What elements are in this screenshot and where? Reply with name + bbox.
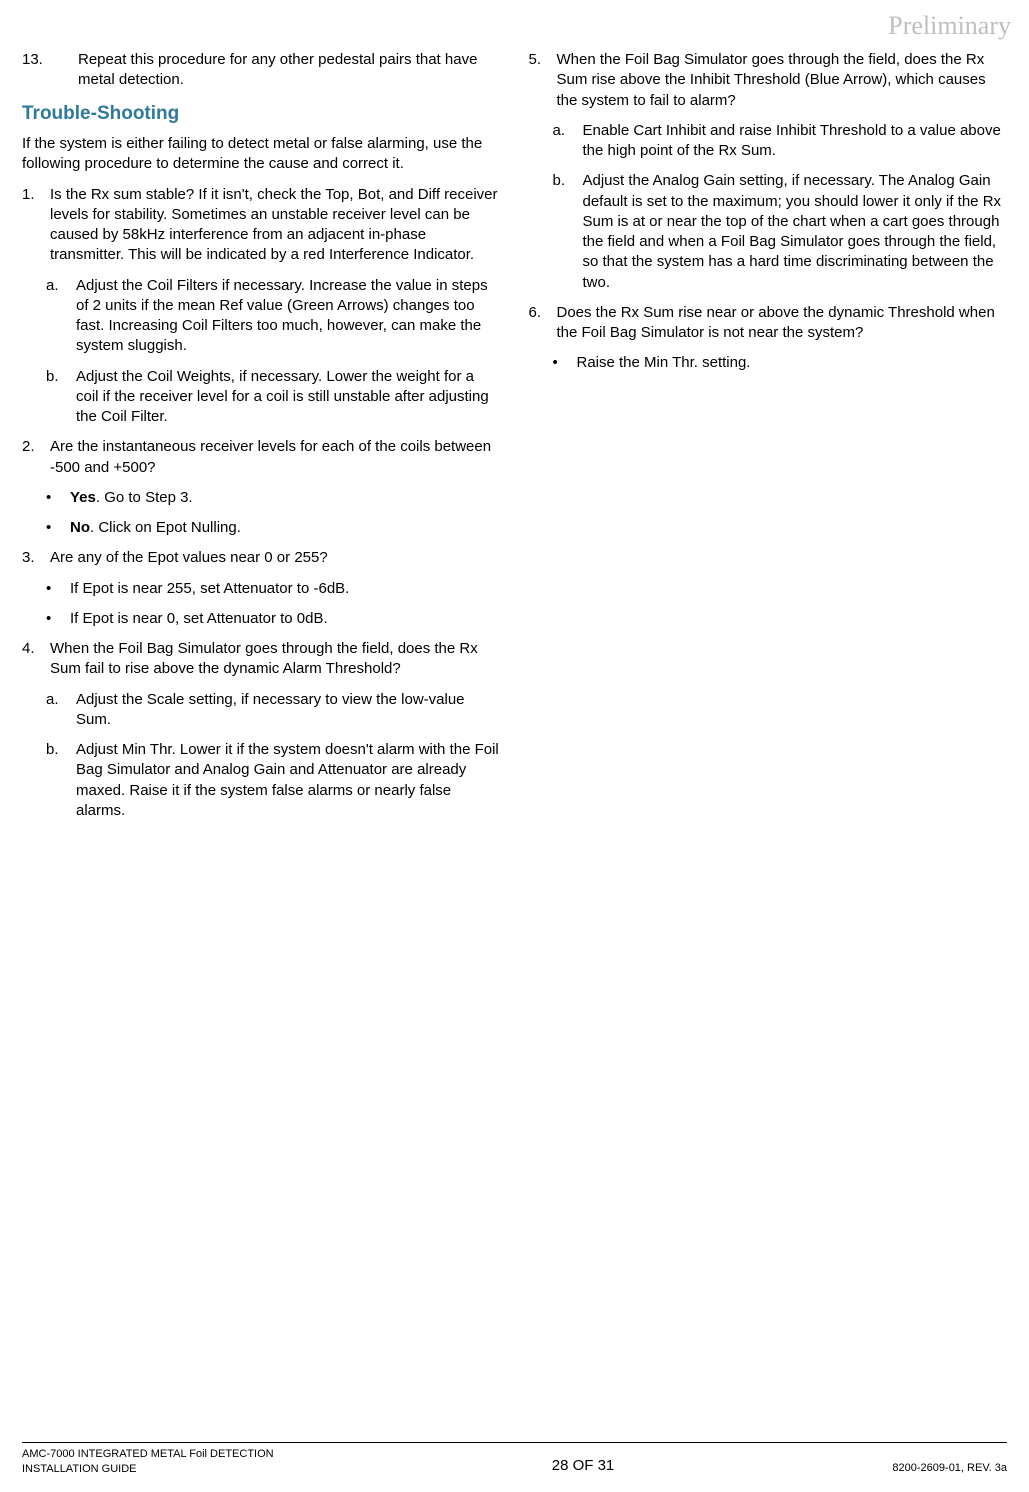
sub-marker: a. <box>46 690 64 731</box>
item-text: Repeat this procedure for any other pede… <box>78 50 501 91</box>
bullet-epot-255: • If Epot is near 255, set Attenuator to… <box>22 579 501 599</box>
item-text: Is the Rx sum stable? If it isn't, check… <box>50 185 501 266</box>
bullet-icon: • <box>553 353 563 373</box>
item-number: 3. <box>22 548 44 568</box>
footer-left: AMC-7000 INTEGRATED METAL Foil DETECTION… <box>22 1447 274 1476</box>
footer-doc-rev: 8200-2609-01, REV. 3a <box>892 1461 1007 1476</box>
sub-text: Adjust the Analog Gain setting, if neces… <box>583 171 1008 293</box>
bullet-raise-min-thr: • Raise the Min Thr. setting. <box>529 353 1008 373</box>
sub-text: Adjust the Coil Weights, if necessary. L… <box>76 367 501 428</box>
bullet-yes: • Yes. Go to Step 3. <box>22 488 501 508</box>
item-text: Does the Rx Sum rise near or above the d… <box>557 303 1008 344</box>
page-footer: AMC-7000 INTEGRATED METAL Foil DETECTION… <box>22 1442 1007 1476</box>
sub-text: Enable Cart Inhibit and raise Inhibit Th… <box>583 121 1008 162</box>
bullet-icon: • <box>46 609 56 629</box>
bullet-text: If Epot is near 0, set Attenuator to 0dB… <box>70 609 328 629</box>
bullet-icon: • <box>46 579 56 599</box>
sub-item-4a: a. Adjust the Scale setting, if necessar… <box>22 690 501 731</box>
sub-item-1b: b. Adjust the Coil Weights, if necessary… <box>22 367 501 428</box>
step-6: 6. Does the Rx Sum rise near or above th… <box>529 303 1008 374</box>
item-number: 4. <box>22 639 44 680</box>
bullet-icon: • <box>46 488 56 508</box>
sub-item-5b: b. Adjust the Analog Gain setting, if ne… <box>529 171 1008 293</box>
page-content: 13. Repeat this procedure for any other … <box>0 0 1029 1380</box>
item-text: Are the instantaneous receiver levels fo… <box>50 437 501 478</box>
sub-text: Adjust Min Thr. Lower it if the system d… <box>76 740 501 821</box>
bullet-text: If Epot is near 255, set Attenuator to -… <box>70 579 349 599</box>
sub-item-4b: b. Adjust Min Thr. Lower it if the syste… <box>22 740 501 821</box>
step-1: 1. Is the Rx sum stable? If it isn't, ch… <box>22 185 501 428</box>
footer-page-number: 28 OF 31 <box>274 1456 893 1476</box>
item-number: 5. <box>529 50 551 111</box>
item-number: 13. <box>22 50 72 91</box>
item-text: When the Foil Bag Simulator goes through… <box>557 50 1008 111</box>
bullet-text: Yes. Go to Step 3. <box>70 488 193 508</box>
bullet-icon: • <box>46 518 56 538</box>
bullet-text: No. Click on Epot Nulling. <box>70 518 241 538</box>
item-number: 2. <box>22 437 44 478</box>
step-5: 5. When the Foil Bag Simulator goes thro… <box>529 50 1008 293</box>
watermark-text: Preliminary <box>888 8 1011 43</box>
sub-marker: b. <box>46 740 64 821</box>
list-item-13: 13. Repeat this procedure for any other … <box>22 50 501 91</box>
bullet-text: Raise the Min Thr. setting. <box>577 353 751 373</box>
sub-item-1a: a. Adjust the Coil Filters if necessary.… <box>22 276 501 357</box>
step-2: 2. Are the instantaneous receiver levels… <box>22 437 501 538</box>
section-heading-troubleshooting: Trouble-Shooting <box>22 101 501 127</box>
footer-doc-title: AMC-7000 INTEGRATED METAL Foil DETECTION <box>22 1447 274 1461</box>
step-3: 3. Are any of the Epot values near 0 or … <box>22 548 501 629</box>
sub-marker: a. <box>553 121 571 162</box>
sub-marker: a. <box>46 276 64 357</box>
bullet-epot-0: • If Epot is near 0, set Attenuator to 0… <box>22 609 501 629</box>
sub-marker: b. <box>46 367 64 428</box>
item-text: Are any of the Epot values near 0 or 255… <box>50 548 501 568</box>
sub-item-5a: a. Enable Cart Inhibit and raise Inhibit… <box>529 121 1008 162</box>
intro-paragraph: If the system is either failing to detec… <box>22 134 501 175</box>
item-number: 1. <box>22 185 44 266</box>
sub-text: Adjust the Scale setting, if necessary t… <box>76 690 501 731</box>
sub-marker: b. <box>553 171 571 293</box>
sub-text: Adjust the Coil Filters if necessary. In… <box>76 276 501 357</box>
item-text: When the Foil Bag Simulator goes through… <box>50 639 501 680</box>
bullet-no: • No. Click on Epot Nulling. <box>22 518 501 538</box>
footer-doc-subtitle: INSTALLATION GUIDE <box>22 1462 274 1476</box>
item-number: 6. <box>529 303 551 344</box>
step-4: 4. When the Foil Bag Simulator goes thro… <box>22 639 501 821</box>
